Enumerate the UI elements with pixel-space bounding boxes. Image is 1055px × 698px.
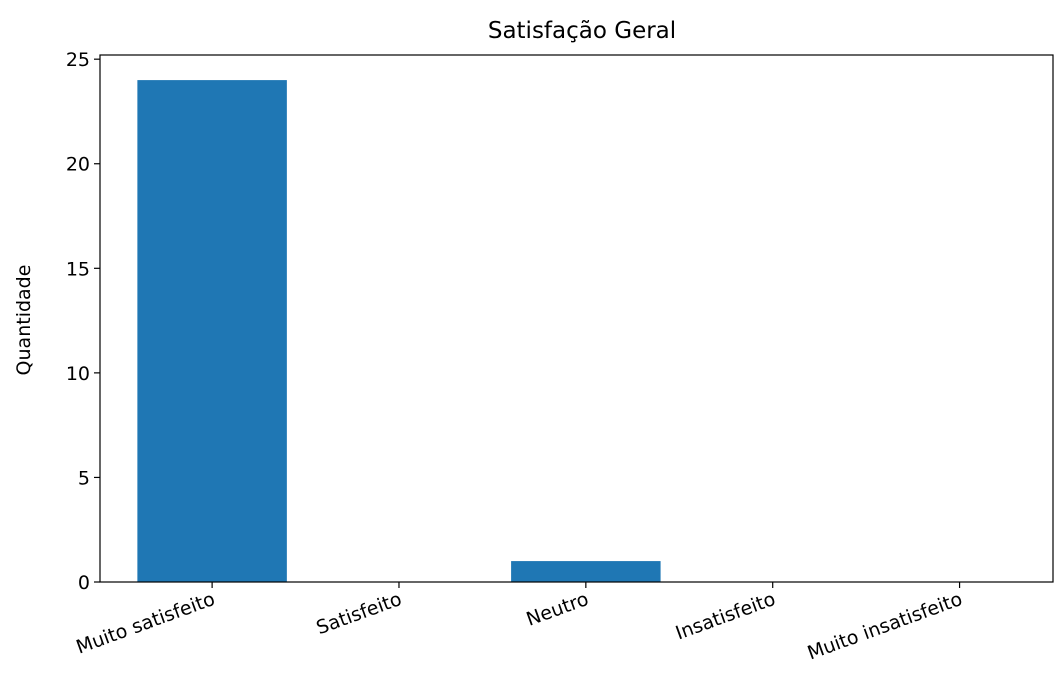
y-axis: 0 5 10 15 20 25 (66, 49, 100, 594)
x-tick-label: Satisfeito (313, 588, 404, 639)
x-tick-label: Neutro (523, 588, 591, 631)
chart-title: Satisfação Geral (488, 18, 676, 44)
x-tick-label: Insatisfeito (673, 588, 779, 644)
y-axis-label: Quantidade (13, 265, 35, 376)
plot-area: 0 5 10 15 20 25 Muito satisfeito Satisfeito Neu… (66, 49, 1054, 664)
bar-0 (137, 80, 287, 582)
y-tick-label: 25 (66, 49, 90, 71)
y-tick-label: 5 (78, 467, 90, 489)
y-tick-label: 20 (66, 154, 90, 176)
x-tick-label: Muito insatisfeito (805, 588, 966, 664)
bars-group (137, 80, 661, 582)
x-tick-label: Muito satisfeito (73, 588, 217, 659)
y-tick-label: 10 (66, 363, 90, 385)
x-axis: Muito satisfeito Satisfeito Neutro Insatisf… (73, 582, 965, 664)
plot-frame (99, 54, 1054, 583)
y-tick-label: 0 (78, 572, 90, 594)
bar-2 (511, 561, 661, 582)
y-tick-label: 15 (66, 258, 90, 280)
